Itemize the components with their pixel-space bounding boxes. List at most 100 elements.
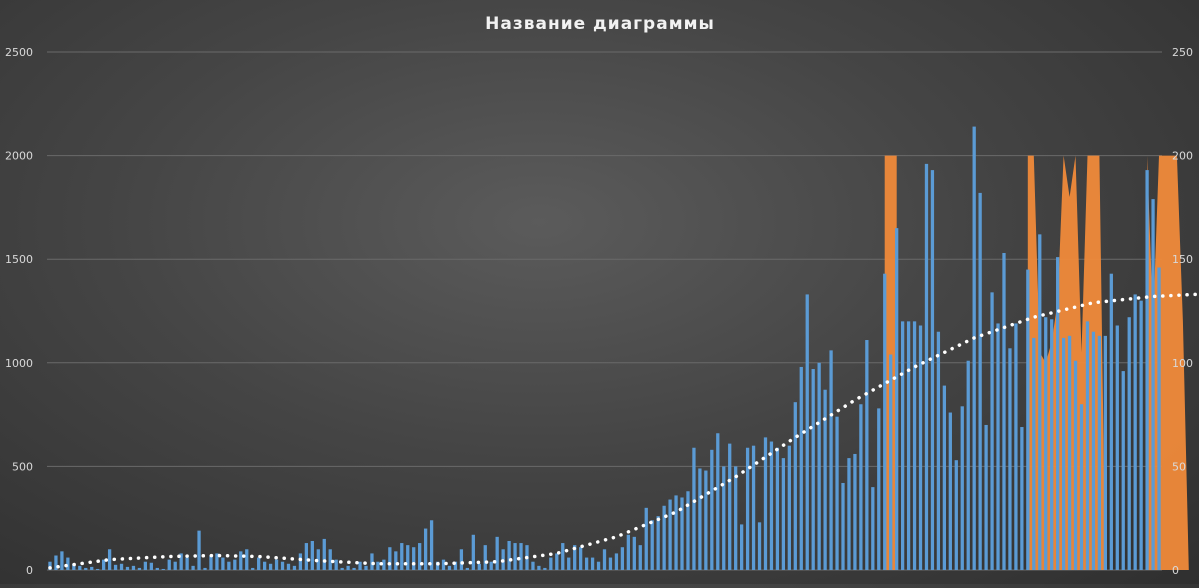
- bar: [1032, 337, 1036, 570]
- bar: [459, 549, 464, 570]
- bar: [173, 561, 177, 570]
- bar: [346, 565, 350, 570]
- bar: [626, 534, 630, 570]
- bar: [78, 565, 82, 570]
- bar: [602, 549, 607, 570]
- bar: [960, 406, 964, 570]
- bar: [358, 561, 362, 570]
- bar: [131, 565, 136, 570]
- trendline: [48, 292, 1199, 570]
- bar: [245, 549, 249, 570]
- bar: [900, 321, 905, 570]
- bar: [918, 325, 923, 570]
- bar: [704, 470, 708, 570]
- bar: [674, 495, 678, 570]
- bar: [96, 568, 100, 570]
- bar-series: [48, 126, 1161, 571]
- bar: [906, 321, 911, 570]
- right-axis-tick-label: 150: [1172, 253, 1193, 266]
- bar: [823, 389, 827, 570]
- bar: [799, 366, 803, 570]
- bar: [787, 445, 791, 570]
- bar: [1020, 427, 1024, 570]
- bar: [728, 443, 732, 570]
- bar: [370, 553, 374, 570]
- bar: [656, 516, 660, 570]
- bar: [978, 192, 982, 570]
- bar: [549, 557, 553, 570]
- bar: [447, 565, 452, 570]
- bar: [292, 565, 297, 570]
- bar: [543, 567, 547, 570]
- bar: [471, 534, 475, 570]
- left-axis-tick-label: 2500: [5, 46, 33, 59]
- bar: [877, 408, 881, 570]
- bar: [769, 441, 774, 570]
- bar: [590, 557, 595, 570]
- bar: [1115, 325, 1119, 570]
- bar: [924, 163, 929, 570]
- left-axis-tick-label: 2000: [5, 150, 33, 163]
- bar: [531, 561, 535, 570]
- bar: [948, 412, 952, 570]
- bar: [328, 549, 332, 570]
- bar: [388, 547, 392, 570]
- bar: [227, 561, 231, 570]
- bar: [107, 549, 112, 570]
- bar: [262, 561, 267, 570]
- bar: [429, 520, 434, 570]
- area-series: [884, 155, 1199, 570]
- bar: [257, 557, 261, 570]
- bar: [871, 487, 875, 570]
- bar: [102, 559, 106, 570]
- bar: [835, 416, 839, 570]
- bar: [805, 294, 809, 570]
- bar: [1127, 317, 1131, 570]
- bar: [859, 404, 863, 570]
- trendline-series: [48, 292, 1199, 570]
- bar: [889, 354, 893, 570]
- right-axis-ticks: 0 50 100 150 200 250: [1172, 46, 1193, 577]
- bar: [1038, 234, 1042, 570]
- bar: [829, 350, 833, 570]
- bar: [579, 547, 583, 570]
- bar: [710, 449, 714, 570]
- bar: [1109, 273, 1113, 570]
- bar: [125, 566, 130, 570]
- bar: [477, 563, 481, 570]
- bar: [54, 555, 58, 570]
- left-axis-tick-label: 1000: [5, 357, 33, 370]
- bar: [1014, 323, 1018, 570]
- bar: [686, 491, 690, 570]
- bar: [1085, 321, 1090, 570]
- left-axis-ticks: 0 500 1000 1500 2000 2500: [5, 46, 33, 577]
- bar: [930, 170, 935, 570]
- bar: [1079, 404, 1084, 570]
- bar: [185, 557, 189, 570]
- bar: [912, 321, 917, 570]
- bar: [817, 362, 821, 570]
- bar: [441, 559, 446, 570]
- bar: [48, 561, 52, 570]
- bar: [781, 458, 786, 570]
- bar: [936, 331, 941, 570]
- bar: [1091, 331, 1096, 570]
- bar: [209, 555, 213, 570]
- bar: [155, 567, 159, 570]
- bar: [596, 561, 601, 570]
- bar: [495, 536, 499, 570]
- bar: [740, 524, 744, 570]
- bar: [954, 460, 958, 570]
- bar: [167, 559, 171, 570]
- bar: [584, 557, 589, 570]
- bar: [280, 561, 285, 570]
- bar: [310, 540, 314, 570]
- bar: [716, 433, 720, 570]
- bar: [1157, 267, 1161, 570]
- bar: [197, 530, 201, 570]
- bar: [1061, 337, 1066, 570]
- bar: [412, 547, 416, 570]
- bar: [316, 549, 320, 570]
- right-axis-tick-label: 200: [1172, 150, 1193, 163]
